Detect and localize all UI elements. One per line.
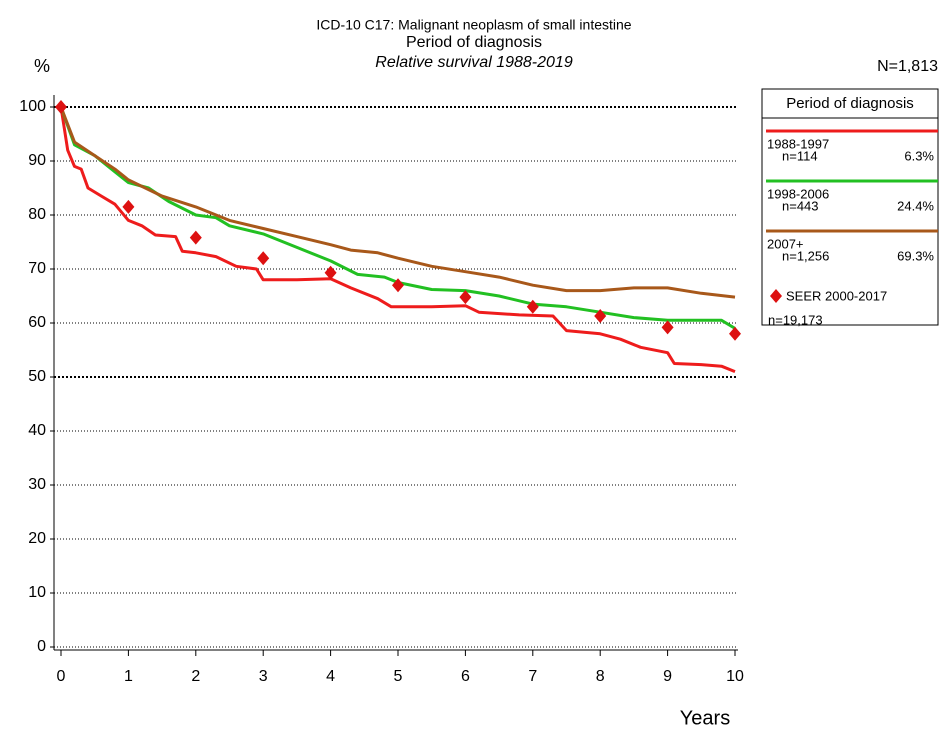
x-tick-label: 6 bbox=[461, 668, 470, 685]
reference-point bbox=[189, 230, 202, 245]
y-tick-label: 10 bbox=[28, 584, 46, 601]
y-tick-label: 40 bbox=[28, 422, 46, 439]
survival-line bbox=[59, 106, 736, 373]
reference-point bbox=[324, 265, 337, 280]
reference-point bbox=[661, 320, 674, 335]
y-tick-label: 80 bbox=[28, 206, 46, 223]
reference-point bbox=[729, 326, 741, 341]
reference-point bbox=[122, 199, 135, 214]
legend-label: 2007+ bbox=[767, 236, 804, 251]
reference-point bbox=[55, 100, 67, 114]
y-axis-label: % bbox=[34, 56, 50, 76]
legend-n: n=443 bbox=[782, 198, 819, 213]
x-tick-label: 2 bbox=[191, 668, 200, 685]
chart-subtitle: Relative survival 1988-2019 bbox=[375, 54, 573, 71]
legend-label: 1998-2006 bbox=[767, 186, 829, 201]
legend-pct: 69.3% bbox=[897, 248, 934, 263]
reference-point bbox=[459, 290, 472, 305]
total-label: N=1,813 bbox=[877, 58, 938, 75]
reference-point bbox=[257, 251, 270, 266]
x-tick-label: 3 bbox=[259, 668, 268, 685]
legend-n: n=114 bbox=[782, 148, 818, 163]
x-axis-label: Years bbox=[680, 707, 730, 729]
legend-label: 1988-1997 bbox=[767, 136, 829, 151]
legend-title: Period of diagnosis bbox=[786, 95, 914, 112]
legend-n: n=19,173 bbox=[768, 312, 823, 327]
x-tick-label: 1 bbox=[124, 668, 133, 685]
y-tick-label: 70 bbox=[28, 260, 46, 277]
survival-line bbox=[59, 106, 736, 330]
x-tick-label: 5 bbox=[394, 668, 403, 685]
x-tick-label: 10 bbox=[726, 668, 744, 685]
x-tick-label: 0 bbox=[57, 668, 66, 685]
y-tick-label: 0 bbox=[37, 638, 46, 655]
chart-subtitle: Period of diagnosis bbox=[406, 34, 542, 51]
reference-point bbox=[594, 308, 607, 323]
legend-box bbox=[761, 88, 939, 326]
x-tick-label: 4 bbox=[326, 668, 335, 685]
y-tick-label: 90 bbox=[28, 152, 46, 169]
survival-line bbox=[59, 106, 736, 299]
x-tick-label: 8 bbox=[596, 668, 605, 685]
x-tick-label: 9 bbox=[663, 668, 672, 685]
y-tick-label: 30 bbox=[28, 476, 46, 493]
y-tick-label: 50 bbox=[28, 368, 46, 385]
reference-point bbox=[526, 299, 539, 314]
legend-pct: 24.4% bbox=[897, 198, 934, 213]
legend-label: SEER 2000-2017 bbox=[786, 288, 887, 303]
x-tick-label: 7 bbox=[528, 668, 537, 685]
y-tick-label: 20 bbox=[28, 530, 46, 547]
legend-swatch bbox=[770, 289, 782, 303]
chart-title: ICD-10 C17: Malignant neoplasm of small … bbox=[316, 17, 631, 33]
legend-pct: 6.3% bbox=[904, 148, 934, 163]
reference-point bbox=[392, 278, 404, 293]
legend-n: n=1,256 bbox=[782, 248, 829, 263]
y-tick-label: 100 bbox=[19, 98, 46, 115]
y-tick-label: 60 bbox=[28, 314, 46, 331]
